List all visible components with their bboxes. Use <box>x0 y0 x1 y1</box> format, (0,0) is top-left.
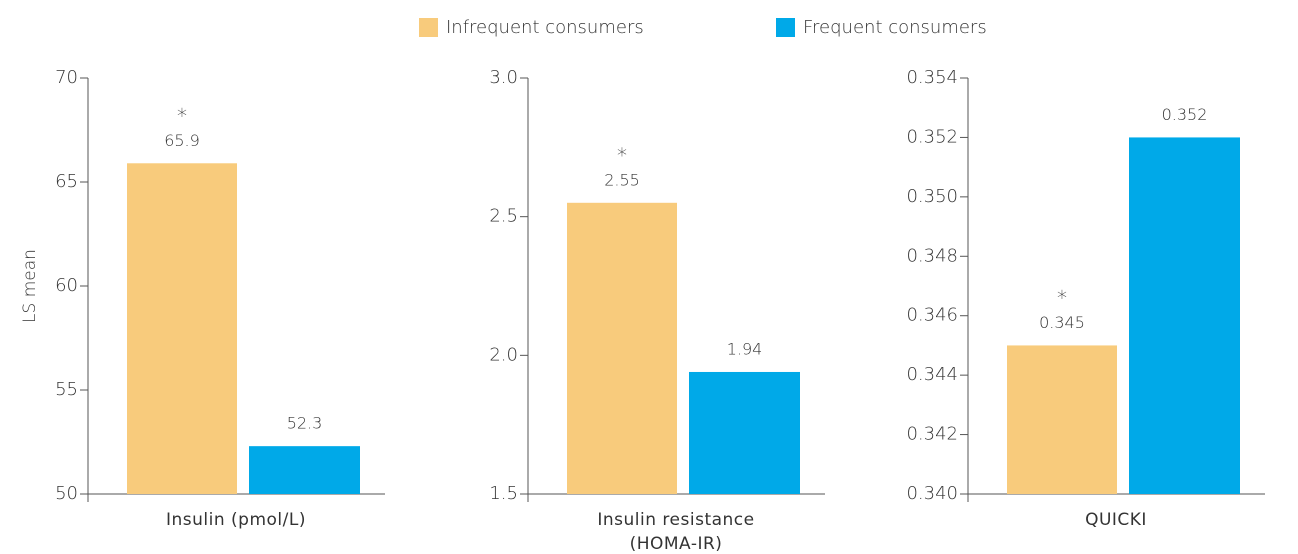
bar <box>127 163 237 494</box>
y-tick-label: 0.346 <box>906 305 958 326</box>
legend-label: Infrequent consumers <box>446 17 644 38</box>
bar <box>1129 137 1240 494</box>
y-tick-label: 3.0 <box>489 67 518 88</box>
bar <box>567 202 677 495</box>
category-label: Insulin (pmol/L) <box>166 510 306 530</box>
y-axis-label: LS mean <box>20 249 40 323</box>
y-tick-label: 2.5 <box>489 206 518 227</box>
y-tick-label: 60 <box>55 275 78 296</box>
value-label: 1.94 <box>727 339 763 358</box>
significance-marker: * <box>1057 286 1067 310</box>
y-tick-label: 0.344 <box>906 364 958 385</box>
value-label: 0.345 <box>1039 313 1085 332</box>
legend-label: Frequent consumers <box>803 17 987 38</box>
significance-marker: * <box>177 104 187 128</box>
y-tick-label: 2.0 <box>489 344 518 365</box>
y-tick-label: 50 <box>55 483 78 504</box>
y-tick-label: 65 <box>55 171 78 192</box>
value-label: 0.352 <box>1162 105 1208 124</box>
legend-swatch <box>776 18 795 37</box>
value-label: 52.3 <box>287 414 323 433</box>
y-tick-label: 0.340 <box>906 483 958 504</box>
bar <box>249 446 360 494</box>
significance-marker: * <box>617 143 627 167</box>
value-label: 2.55 <box>604 170 640 189</box>
bar <box>1007 345 1117 494</box>
y-tick-label: 0.348 <box>906 245 958 266</box>
y-tick-label: 0.342 <box>906 424 958 445</box>
category-label: QUICKI <box>1085 510 1147 530</box>
y-tick-label: 0.354 <box>906 67 958 88</box>
value-label: 65.9 <box>164 131 200 150</box>
bar <box>689 371 800 494</box>
y-tick-label: 0.350 <box>906 186 958 207</box>
y-tick-label: 1.5 <box>489 483 518 504</box>
legend-swatch <box>419 18 438 37</box>
y-tick-label: 70 <box>55 67 78 88</box>
y-tick-label: 0.352 <box>906 126 958 147</box>
y-tick-label: 55 <box>55 379 78 400</box>
category-label: Insulin resistance (HOMA-IR) <box>597 510 755 554</box>
